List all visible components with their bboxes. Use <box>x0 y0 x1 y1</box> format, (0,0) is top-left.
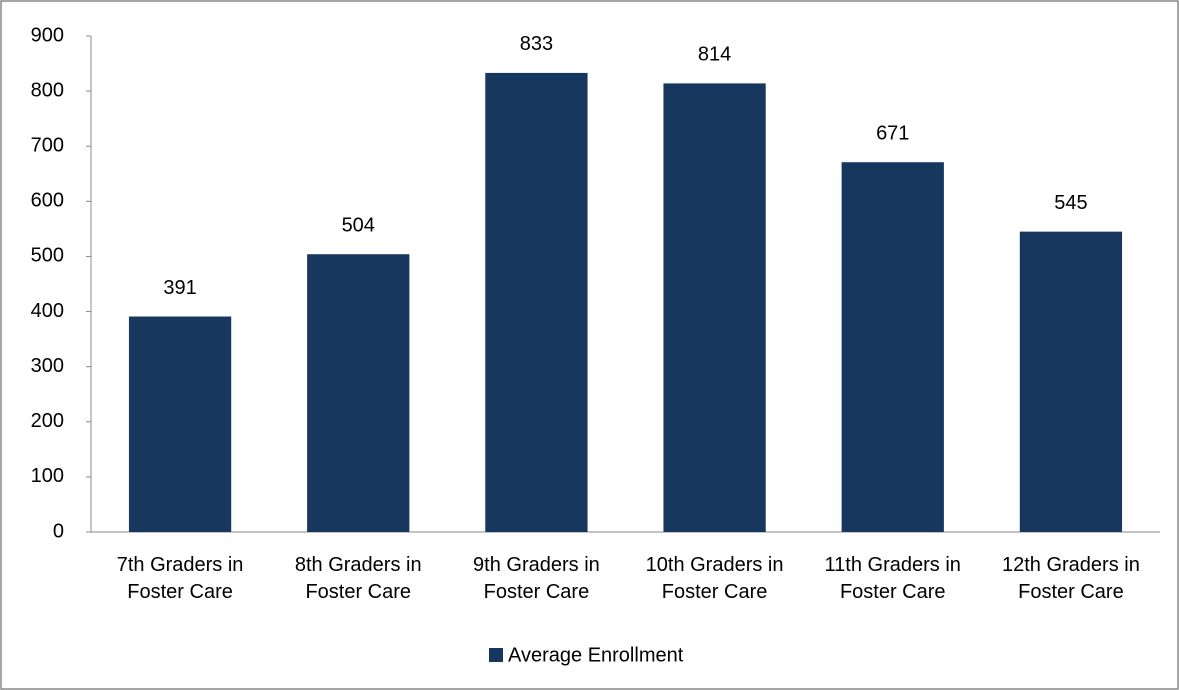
value-label: 545 <box>1054 192 1087 214</box>
x-tick-label: 12th Graders in Foster Care <box>1001 554 1140 603</box>
value-label: 504 <box>342 215 375 237</box>
y-tick-label: 500 <box>31 245 64 267</box>
x-tick-label: 11th Graders in Foster Care <box>824 554 961 603</box>
value-label: 833 <box>520 33 553 55</box>
y-tick-label: 800 <box>31 79 64 101</box>
y-tick-label: 600 <box>31 190 64 212</box>
legend-label: Average Enrollment <box>508 644 684 666</box>
y-tick-label: 700 <box>31 135 64 157</box>
value-label: 671 <box>876 122 909 144</box>
value-label: 391 <box>163 277 196 299</box>
y-tick-label: 0 <box>53 520 64 542</box>
bar <box>841 162 944 532</box>
x-tick-label: 8th Graders in Foster Care <box>294 554 422 603</box>
bar <box>128 316 232 532</box>
value-label: 814 <box>698 44 731 66</box>
y-tick-label: 400 <box>31 300 64 322</box>
legend-swatch <box>489 648 503 662</box>
y-tick-label: 900 <box>31 24 64 46</box>
bar <box>307 254 410 533</box>
bar <box>663 83 766 532</box>
x-tick-label: 9th Graders in Foster Care <box>473 554 600 603</box>
x-tick-label: 7th Graders in Foster Care <box>116 554 244 603</box>
y-tick-label: 300 <box>31 355 64 377</box>
bar <box>485 72 588 533</box>
y-tick-label: 200 <box>31 410 64 432</box>
bar <box>1019 231 1123 532</box>
x-tick-label: 10th Graders in Foster Care <box>645 554 784 603</box>
y-tick-label: 100 <box>31 465 64 487</box>
